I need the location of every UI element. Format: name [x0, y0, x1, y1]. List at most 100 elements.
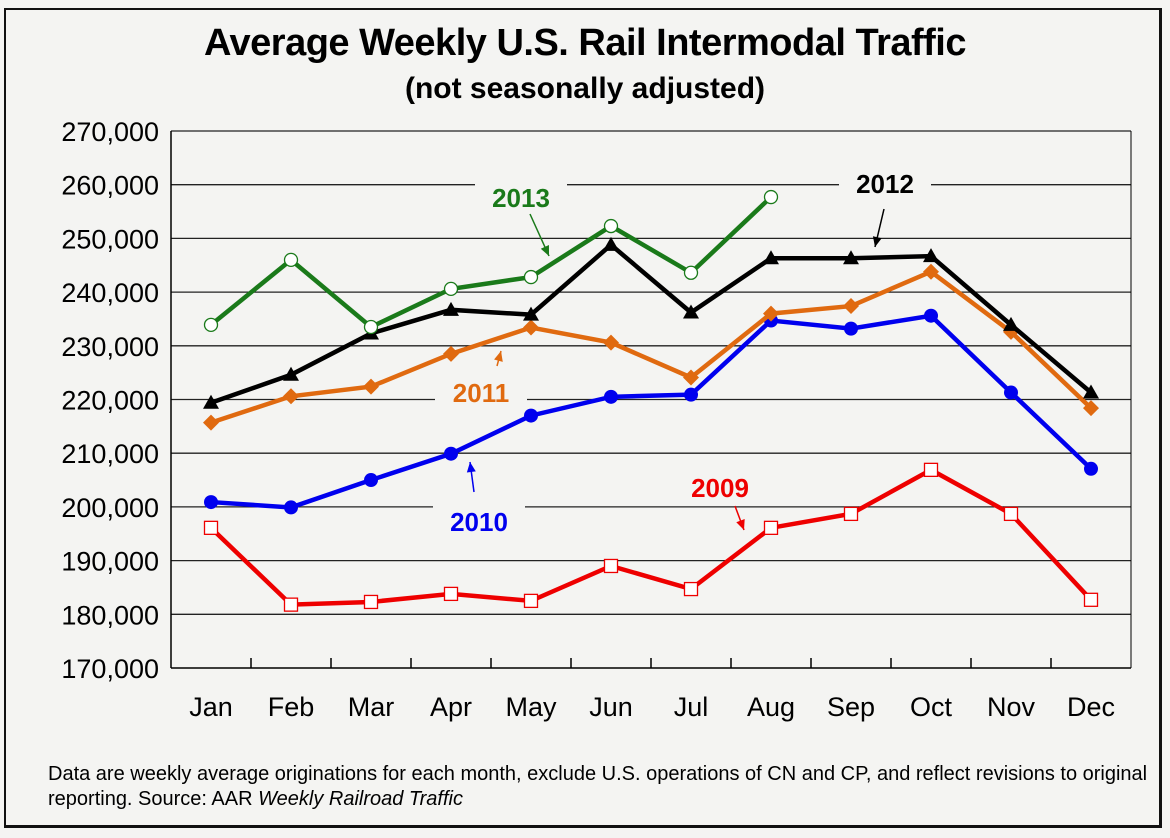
- data-point-2012: [283, 366, 299, 381]
- data-point-2011: [603, 334, 619, 351]
- x-tick-label: Mar: [348, 692, 395, 722]
- footnote-text: Data are weekly average originations for…: [48, 763, 1148, 810]
- data-point-2010: [684, 387, 698, 402]
- data-point-2012: [683, 304, 699, 319]
- data-point-2011: [283, 388, 299, 405]
- annotation-label-2013: 2013: [492, 183, 550, 213]
- y-tick-label: 210,000: [61, 439, 159, 469]
- data-point-2009: [603, 558, 619, 574]
- data-point-2011: [363, 378, 379, 395]
- data-point-2010: [444, 446, 458, 461]
- data-point-2011: [923, 263, 939, 280]
- data-point-2010: [1004, 385, 1018, 400]
- data-point-2010: [1084, 461, 1098, 476]
- series-line-2012: [210, 241, 1093, 405]
- y-tick-label: 240,000: [61, 278, 159, 308]
- data-point-2009: [523, 593, 539, 609]
- annotation-label-2012: 2012: [856, 169, 914, 199]
- data-point-2012: [923, 248, 939, 263]
- data-point-2013: [683, 265, 699, 280]
- data-point-2010: [204, 495, 218, 510]
- data-point-2011: [1083, 400, 1099, 417]
- y-tick-label: 260,000: [61, 171, 159, 201]
- series-line-2013: [209, 195, 773, 330]
- data-point-2013: [603, 218, 619, 234]
- data-point-2012: [443, 301, 459, 316]
- y-tick-label: 230,000: [61, 332, 159, 362]
- data-point-2009: [1083, 592, 1099, 607]
- x-tick-label: Dec: [1067, 692, 1115, 722]
- series-line-2010: [210, 313, 1093, 510]
- x-tick-label: May: [505, 692, 557, 722]
- y-tick-label: 190,000: [61, 547, 159, 577]
- annotation-arrowhead-2010: [466, 462, 476, 473]
- chart-subtitle: (not seasonally adjusted): [404, 72, 766, 105]
- y-tick-label: 220,000: [61, 386, 159, 416]
- x-tick-label: Jan: [189, 692, 233, 722]
- x-tick-label: Feb: [268, 692, 315, 722]
- footnote: Data are weekly average originations for…: [48, 762, 1148, 812]
- x-tick-label: Jun: [589, 692, 633, 722]
- data-point-2012: [843, 250, 859, 265]
- data-point-2011: [203, 414, 219, 431]
- data-point-2013: [283, 252, 299, 268]
- data-point-2009: [283, 597, 299, 612]
- data-point-2009: [1003, 506, 1019, 522]
- data-point-2009: [203, 520, 219, 535]
- data-point-2011: [443, 345, 459, 362]
- data-point-2013: [363, 319, 379, 335]
- annotation-arrowhead-2009: [736, 519, 745, 530]
- data-point-2012: [603, 236, 619, 251]
- data-point-2012: [1083, 384, 1099, 399]
- data-point-2010: [604, 389, 618, 404]
- data-point-2009: [923, 462, 939, 477]
- data-point-2011: [523, 319, 539, 336]
- data-point-2012: [1003, 316, 1019, 331]
- x-tick-label: Oct: [910, 692, 953, 722]
- x-tick-label: Sep: [827, 692, 875, 722]
- x-tick-label: Nov: [987, 692, 1036, 722]
- annotation-arrowhead-2012: [872, 236, 882, 247]
- chart-title: Average Weekly U.S. Rail Intermodal Traf…: [203, 22, 967, 64]
- data-point-2013: [203, 317, 219, 333]
- annotation-bg: [435, 373, 527, 407]
- data-point-2013: [763, 189, 779, 205]
- x-tick-label: Jul: [674, 692, 709, 722]
- data-point-2010: [844, 321, 858, 336]
- annotation-label-2010: 2010: [450, 507, 508, 537]
- annotation-bg: [475, 178, 567, 212]
- annotation-label-2009: 2009: [691, 473, 749, 503]
- series-line-2011: [210, 269, 1093, 425]
- data-point-2011: [843, 298, 859, 315]
- data-point-2010: [924, 308, 938, 323]
- series-line-2009: [209, 467, 1093, 607]
- x-tick-label: Apr: [430, 692, 472, 722]
- data-point-2010: [364, 473, 378, 488]
- data-point-2009: [443, 586, 459, 602]
- data-point-2012: [523, 306, 539, 321]
- annotation-bg: [674, 468, 766, 502]
- annotation-arrowhead-2013: [540, 245, 549, 256]
- data-point-2010: [284, 500, 298, 515]
- data-point-2009: [763, 520, 779, 535]
- y-tick-label: 270,000: [61, 117, 159, 147]
- y-tick-label: 250,000: [61, 224, 159, 254]
- data-point-2009: [683, 581, 699, 597]
- footnote-source: Weekly Railroad Traffic: [258, 788, 463, 810]
- data-point-2011: [763, 305, 779, 322]
- annotation-bg: [433, 502, 525, 536]
- data-point-2013: [443, 281, 459, 297]
- y-tick-label: 170,000: [61, 654, 159, 684]
- y-tick-label: 180,000: [61, 600, 159, 630]
- annotation-arrowhead-2011: [494, 351, 503, 362]
- data-point-2010: [524, 408, 538, 423]
- x-tick-label: Aug: [747, 692, 795, 722]
- y-tick-label: 200,000: [61, 493, 159, 523]
- data-point-2009: [363, 594, 379, 610]
- data-point-2009: [843, 506, 859, 522]
- annotation-label-2011: 2011: [453, 378, 509, 408]
- data-point-2012: [763, 250, 779, 265]
- data-point-2011: [683, 369, 699, 386]
- annotation-bg: [839, 164, 931, 198]
